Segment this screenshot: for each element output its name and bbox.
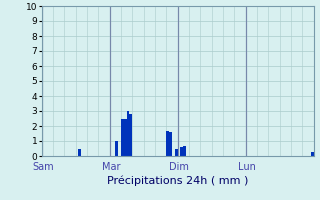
Bar <box>175 148 178 156</box>
Bar <box>121 118 124 156</box>
Bar <box>169 132 172 156</box>
Bar <box>166 130 169 156</box>
Bar <box>129 114 132 156</box>
Bar <box>183 146 186 156</box>
Bar <box>124 118 127 156</box>
Bar <box>127 111 129 156</box>
Bar <box>78 148 81 156</box>
Bar <box>180 147 183 156</box>
Bar <box>311 152 314 156</box>
X-axis label: Précipitations 24h ( mm ): Précipitations 24h ( mm ) <box>107 175 248 186</box>
Bar <box>115 141 118 156</box>
